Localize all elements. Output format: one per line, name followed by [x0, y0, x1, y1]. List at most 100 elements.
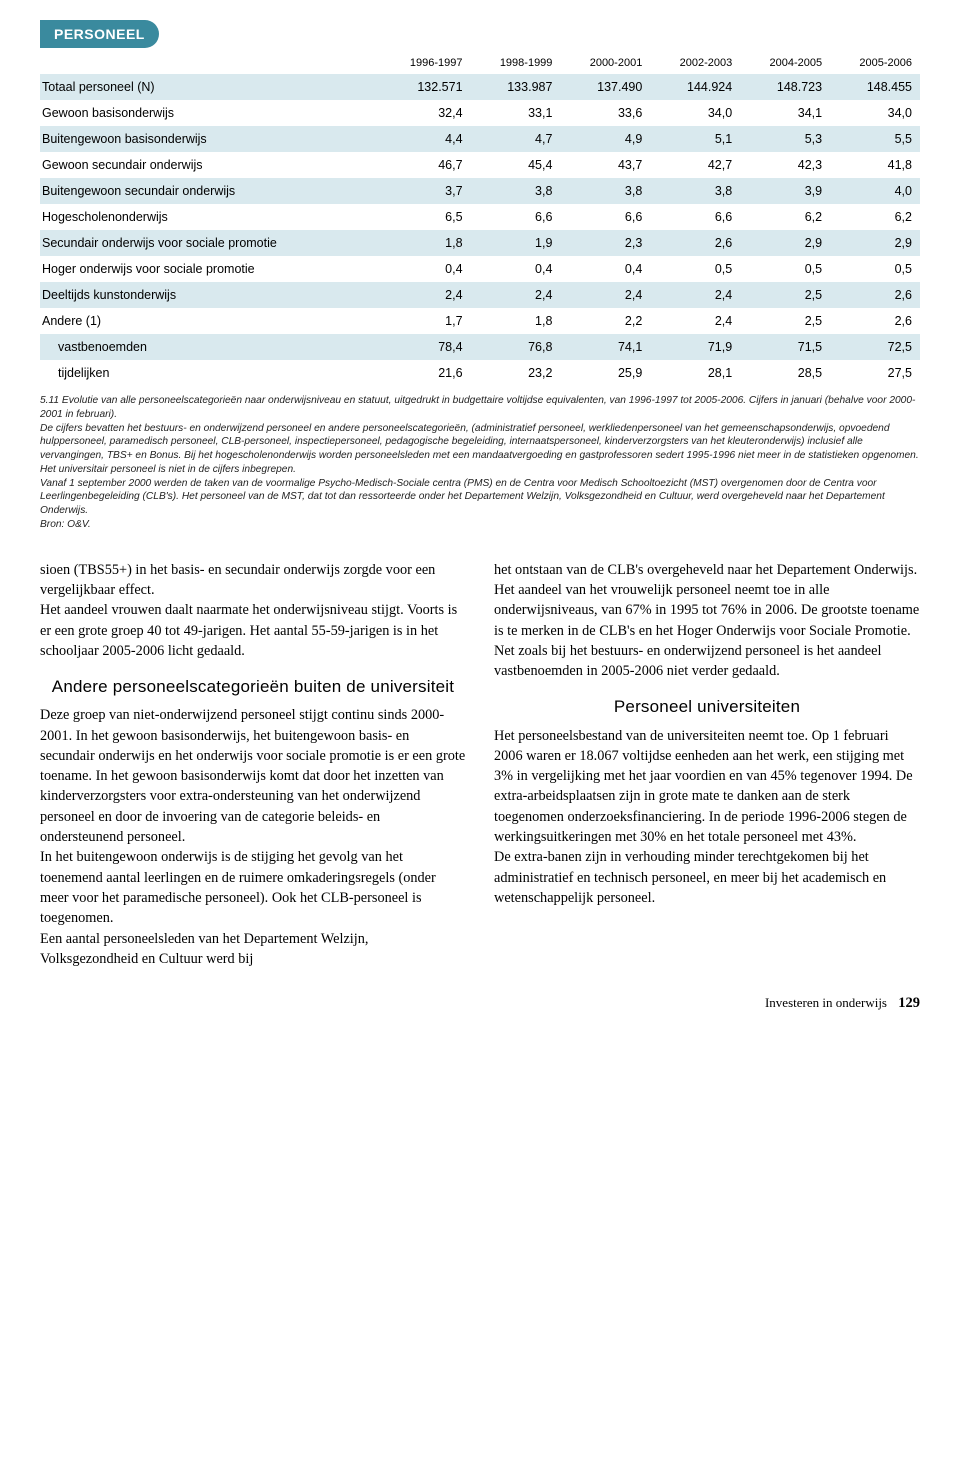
- table-cell: 2,2: [560, 308, 650, 334]
- table-row: Deeltijds kunstonderwijs2,42,42,42,42,52…: [40, 282, 920, 308]
- personnel-table: 1996-19971998-19992000-20012002-20032004…: [40, 52, 920, 386]
- row-label: vastbenoemden: [40, 334, 381, 360]
- table-cell: 3,8: [650, 178, 740, 204]
- table-cell: 3,7: [381, 178, 471, 204]
- right-column: het ontstaan van de CLB's overgeheveld n…: [494, 560, 920, 969]
- table-cell: 2,4: [381, 282, 471, 308]
- table-cell: 43,7: [560, 152, 650, 178]
- table-cell: 137.490: [560, 74, 650, 100]
- table-cell: 133.987: [471, 74, 561, 100]
- table-cell: 46,7: [381, 152, 471, 178]
- table-cell: 2,6: [650, 230, 740, 256]
- table-cell: 34,0: [830, 100, 920, 126]
- left-column: sioen (TBS55+) in het basis- en secundai…: [40, 560, 466, 969]
- page-number: 129: [898, 995, 920, 1011]
- table-footnote: 5.11 Evolutie van alle personeelscategor…: [40, 394, 920, 532]
- table-cell: 2,3: [560, 230, 650, 256]
- table-cell: 4,0: [830, 178, 920, 204]
- table-cell: 76,8: [471, 334, 561, 360]
- table-cell: 2,9: [740, 230, 830, 256]
- row-label: Totaal personeel (N): [40, 74, 381, 100]
- table-cell: 0,4: [560, 256, 650, 282]
- row-label: Buitengewoon secundair onderwijs: [40, 178, 381, 204]
- table-cell: 6,2: [740, 204, 830, 230]
- table-row: Hogescholenonderwijs6,56,66,66,66,26,2: [40, 204, 920, 230]
- table-column-header: 2004-2005: [740, 52, 830, 74]
- table-cell: 6,6: [471, 204, 561, 230]
- table-cell: 2,4: [560, 282, 650, 308]
- table-column-header: 2005-2006: [830, 52, 920, 74]
- table-cell: 0,5: [650, 256, 740, 282]
- table-cell: 3,8: [471, 178, 561, 204]
- table-cell: 6,6: [560, 204, 650, 230]
- row-label: tijdelijken: [40, 360, 381, 386]
- table-row: Gewoon secundair onderwijs46,745,443,742…: [40, 152, 920, 178]
- table-cell: 4,4: [381, 126, 471, 152]
- table-cell: 1,7: [381, 308, 471, 334]
- table-cell: 34,1: [740, 100, 830, 126]
- table-cell: 41,8: [830, 152, 920, 178]
- table-cell: 21,6: [381, 360, 471, 386]
- table-cell: 27,5: [830, 360, 920, 386]
- table-column-header: 1996-1997: [381, 52, 471, 74]
- row-label: Hoger onderwijs voor sociale promotie: [40, 256, 381, 282]
- table-cell: 0,4: [471, 256, 561, 282]
- table-cell: 23,2: [471, 360, 561, 386]
- table-cell: 148.723: [740, 74, 830, 100]
- table-cell: 71,9: [650, 334, 740, 360]
- table-cell: 28,5: [740, 360, 830, 386]
- table-cell: 144.924: [650, 74, 740, 100]
- table-cell: 4,7: [471, 126, 561, 152]
- table-column-header: 2000-2001: [560, 52, 650, 74]
- table-cell: 1,8: [381, 230, 471, 256]
- section-title-right: Personeel universiteiten: [494, 695, 920, 719]
- table-row: Secundair onderwijs voor sociale promoti…: [40, 230, 920, 256]
- table-cell: 0,5: [740, 256, 830, 282]
- table-cell: 5,5: [830, 126, 920, 152]
- table-cell: 71,5: [740, 334, 830, 360]
- section-header: PERSONEEL: [40, 20, 159, 48]
- table-row: Totaal personeel (N)132.571133.987137.49…: [40, 74, 920, 100]
- table-cell: 2,4: [650, 282, 740, 308]
- row-label: Gewoon secundair onderwijs: [40, 152, 381, 178]
- body-paragraph: Deze groep van niet-onderwijzend persone…: [40, 705, 466, 969]
- row-label: Buitengewoon basisonderwijs: [40, 126, 381, 152]
- row-label: Gewoon basisonderwijs: [40, 100, 381, 126]
- table-cell: 25,9: [560, 360, 650, 386]
- table-column-header: 2002-2003: [650, 52, 740, 74]
- section-title-left: Andere personeelscategorieën buiten de u…: [40, 675, 466, 699]
- table-cell: 6,6: [650, 204, 740, 230]
- table-cell: 28,1: [650, 360, 740, 386]
- row-label: Secundair onderwijs voor sociale promoti…: [40, 230, 381, 256]
- table-cell: 34,0: [650, 100, 740, 126]
- table-cell: 33,1: [471, 100, 561, 126]
- table-cell: 5,1: [650, 126, 740, 152]
- table-cell: 2,5: [740, 308, 830, 334]
- table-row: Gewoon basisonderwijs32,433,133,634,034,…: [40, 100, 920, 126]
- body-paragraph: Het personeelsbestand van de universitei…: [494, 726, 920, 909]
- table-cell: 78,4: [381, 334, 471, 360]
- table-cell: 32,4: [381, 100, 471, 126]
- table-cell: 3,9: [740, 178, 830, 204]
- table-cell: 148.455: [830, 74, 920, 100]
- table-cell: 2,5: [740, 282, 830, 308]
- row-label: Deeltijds kunstonderwijs: [40, 282, 381, 308]
- row-label: Andere (1): [40, 308, 381, 334]
- table-row: tijdelijken21,623,225,928,128,527,5: [40, 360, 920, 386]
- table-row: Buitengewoon basisonderwijs4,44,74,95,15…: [40, 126, 920, 152]
- page-footer: Investeren in onderwijs 129: [40, 995, 920, 1012]
- table-row: Buitengewoon secundair onderwijs3,73,83,…: [40, 178, 920, 204]
- table-cell: 42,3: [740, 152, 830, 178]
- table-column-header: [40, 52, 381, 74]
- table-cell: 0,5: [830, 256, 920, 282]
- table-cell: 2,6: [830, 282, 920, 308]
- table-row: vastbenoemden78,476,874,171,971,572,5: [40, 334, 920, 360]
- table-cell: 2,4: [471, 282, 561, 308]
- table-cell: 3,8: [560, 178, 650, 204]
- table-cell: 6,5: [381, 204, 471, 230]
- table-cell: 42,7: [650, 152, 740, 178]
- table-row: Andere (1)1,71,82,22,42,52,6: [40, 308, 920, 334]
- body-columns: sioen (TBS55+) in het basis- en secundai…: [40, 560, 920, 969]
- table-cell: 74,1: [560, 334, 650, 360]
- footer-label: Investeren in onderwijs: [765, 995, 887, 1010]
